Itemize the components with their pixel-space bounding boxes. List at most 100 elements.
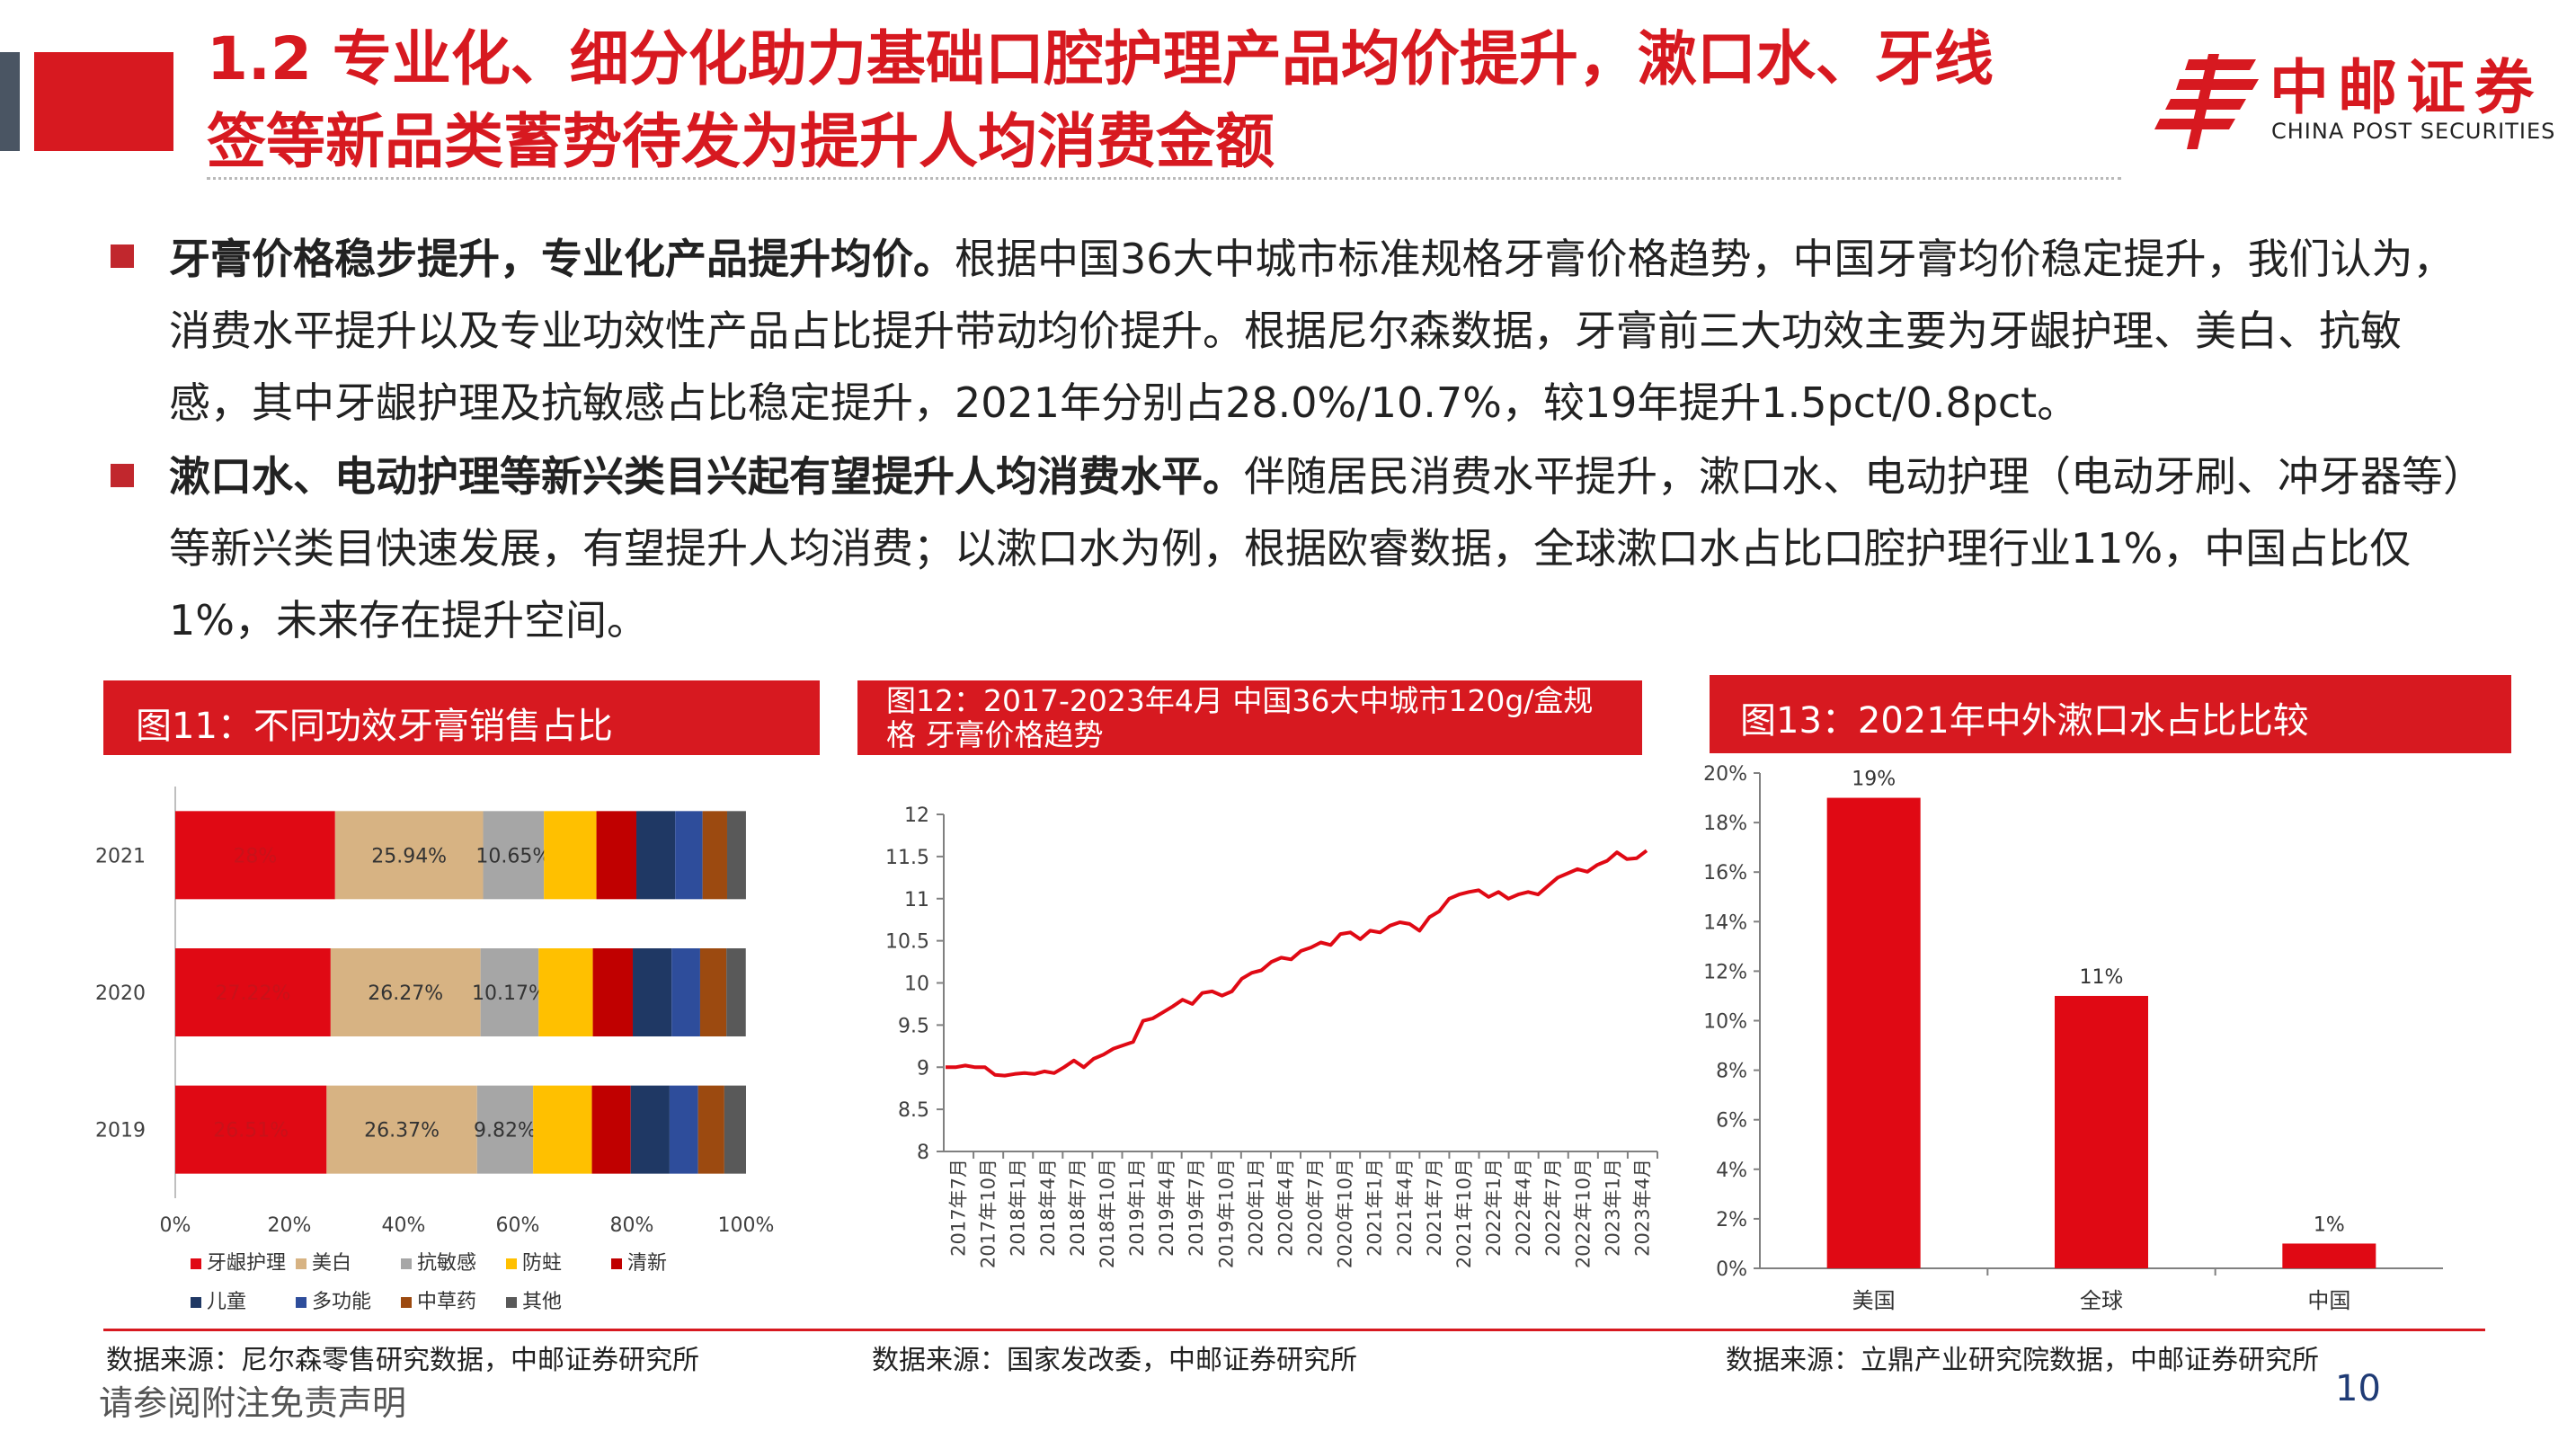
price-trend-line: [946, 849, 1648, 1078]
title-divider: [207, 177, 2121, 180]
bullet-1-heading: 牙膏价格稳步提升，专业化产品提升均价。: [169, 235, 955, 283]
bullet-paragraph-2: 漱口水、电动护理等新兴类目兴起有望提升人均消费水平。伴随居民消费水平提升，漱口水…: [169, 440, 2465, 656]
x-tick-label: 2023年4月: [1631, 1159, 1653, 1257]
bar-segment: [669, 1085, 698, 1174]
x-tick-label: 2022年1月: [1483, 1159, 1505, 1257]
data-label: 25.94%: [371, 845, 447, 867]
bullet-square-icon: [111, 244, 134, 268]
x-tick-label: 2022年7月: [1542, 1159, 1564, 1257]
category-label: 美国: [1852, 1288, 1896, 1313]
data-label: 9.82%: [474, 1120, 537, 1142]
bar-segment: [726, 948, 746, 1036]
y-tick-label: 8%: [1716, 1061, 1747, 1083]
figure-11-source: 数据来源：尼尔森零售研究数据，中邮证券研究所: [106, 1345, 699, 1376]
bar-segment: [671, 948, 700, 1036]
bar-segment: [675, 811, 703, 900]
x-tick-label: 2020年4月: [1275, 1159, 1296, 1257]
bar: [2055, 995, 2148, 1268]
company-logo: 中邮证券 CHINA POST SECURITIES: [2153, 52, 2557, 151]
legend-label: 其他: [522, 1291, 562, 1313]
x-tick-label: 0%: [160, 1214, 191, 1237]
category-label: 2021: [95, 845, 146, 867]
x-tick-label: 2020年1月: [1245, 1159, 1266, 1257]
legend-swatch: [611, 1258, 622, 1269]
legend-swatch: [191, 1297, 201, 1308]
figure-12-title-line-2: 格 牙膏价格趋势: [886, 717, 1104, 752]
category-label: 2019: [95, 1120, 146, 1142]
page-title-line-1: 1.2 专业化、细分化助力基础口腔护理产品均价提升，漱口水、牙线: [207, 24, 1994, 93]
y-tick-label: 11: [904, 889, 929, 911]
y-tick-label: 12%: [1703, 961, 1747, 983]
bar-segment: [699, 948, 727, 1036]
legend-label: 清新: [627, 1252, 667, 1275]
bar-segment: [175, 811, 335, 900]
bar: [2282, 1243, 2376, 1268]
bar-segment: [326, 1085, 477, 1174]
data-label: 1%: [2314, 1213, 2345, 1236]
x-tick-label: 100%: [718, 1214, 775, 1237]
figure-13-header: 图13：2021年中外漱口水占比比较: [1710, 675, 2511, 753]
data-label: 10.65%: [475, 845, 551, 867]
figure-12-title-line-1: 图12：2017-2023年4月 中国36大中城市120g/盒规: [886, 683, 1594, 718]
data-label: 26.51%: [213, 1120, 289, 1142]
legend-label: 抗敏感: [417, 1252, 476, 1275]
disclaimer-text: 请参阅附注免责声明: [99, 1383, 407, 1423]
bar-segment: [476, 1085, 534, 1174]
x-tick-label: 2022年10月: [1572, 1159, 1594, 1268]
figure-11-title: 图11：不同功效牙膏销售占比: [136, 706, 613, 747]
x-tick-label: 80%: [610, 1214, 654, 1237]
legend-label: 中草药: [417, 1291, 476, 1313]
x-tick-label: 2018年4月: [1037, 1159, 1059, 1257]
bar-segment: [544, 811, 597, 900]
x-tick-label: 2018年7月: [1067, 1159, 1088, 1257]
y-tick-label: 12: [904, 805, 929, 827]
bar-segment: [175, 948, 331, 1036]
bullet-1-text: 根据中国36大中城市标准规格牙膏价格趋势，中国牙膏均价稳定提升，我们认为，消费水…: [169, 235, 2455, 427]
logo-text-en: CHINA POST SECURITIES: [2271, 119, 2556, 144]
legend-label: 儿童: [207, 1291, 246, 1313]
x-tick-label: 2019年4月: [1156, 1159, 1177, 1257]
legend-label: 多功能: [312, 1291, 371, 1313]
bar-segment: [633, 948, 672, 1036]
y-tick-label: 0%: [1716, 1258, 1747, 1281]
page-title: 1.2 专业化、细分化助力基础口腔护理产品均价提升，漱口水、牙线 签等新品类蓄势…: [207, 18, 2139, 183]
x-tick-label: 2021年10月: [1453, 1159, 1475, 1268]
x-tick-label: 2020年10月: [1335, 1159, 1356, 1268]
bar-segment: [538, 948, 593, 1036]
y-tick-label: 16%: [1703, 862, 1747, 885]
y-tick-label: 10%: [1703, 1011, 1747, 1034]
data-label: 10.17%: [472, 982, 547, 1005]
x-tick-label: 2023年1月: [1602, 1159, 1623, 1257]
data-label: 27.22%: [215, 982, 290, 1005]
bar-segment: [702, 811, 727, 900]
category-label: 中国: [2307, 1288, 2350, 1313]
title-accent-bar-red: [34, 52, 173, 151]
category-label: 全球: [2080, 1288, 2123, 1313]
y-tick-label: 14%: [1703, 911, 1747, 934]
bar-segment: [334, 811, 484, 900]
bar-segment: [592, 948, 634, 1036]
figure-12-header: 图12：2017-2023年4月 中国36大中城市120g/盒规 格 牙膏价格趋…: [857, 680, 1642, 755]
bullet-paragraph-1: 牙膏价格稳步提升，专业化产品提升均价。根据中国36大中城市标准规格牙膏价格趋势，…: [169, 223, 2465, 439]
legend-label: 美白: [312, 1252, 351, 1275]
bar-segment: [330, 948, 481, 1036]
y-tick-label: 8.5: [898, 1099, 929, 1122]
bar-segment: [726, 811, 746, 900]
x-tick-label: 20%: [268, 1214, 312, 1237]
legend-swatch: [296, 1258, 306, 1269]
x-tick-label: 2021年7月: [1424, 1159, 1445, 1257]
y-tick-label: 9: [917, 1057, 929, 1080]
bar-segment: [630, 1085, 670, 1174]
bar-segment: [591, 1085, 631, 1174]
y-tick-label: 2%: [1716, 1209, 1747, 1231]
figure-12-source: 数据来源：国家发改委，中邮证券研究所: [872, 1345, 1357, 1376]
data-label: 28%: [233, 845, 277, 867]
bar-segment: [724, 1085, 746, 1174]
legend-swatch: [401, 1297, 412, 1308]
y-tick-label: 8: [917, 1142, 929, 1164]
bar-segment: [533, 1085, 592, 1174]
bullet-2-text: 伴随居民消费水平提升，漱口水、电动护理（电动牙刷、冲牙器等）等新兴类目快速发展，…: [169, 452, 2464, 644]
x-tick-label: 2018年10月: [1097, 1159, 1118, 1268]
legend-swatch: [296, 1297, 306, 1308]
figure-12-chart: 8 8.5 9 9.5 10 10.5 11 11.5 12 2017年7月 2017年10月 201…: [885, 805, 1658, 1268]
